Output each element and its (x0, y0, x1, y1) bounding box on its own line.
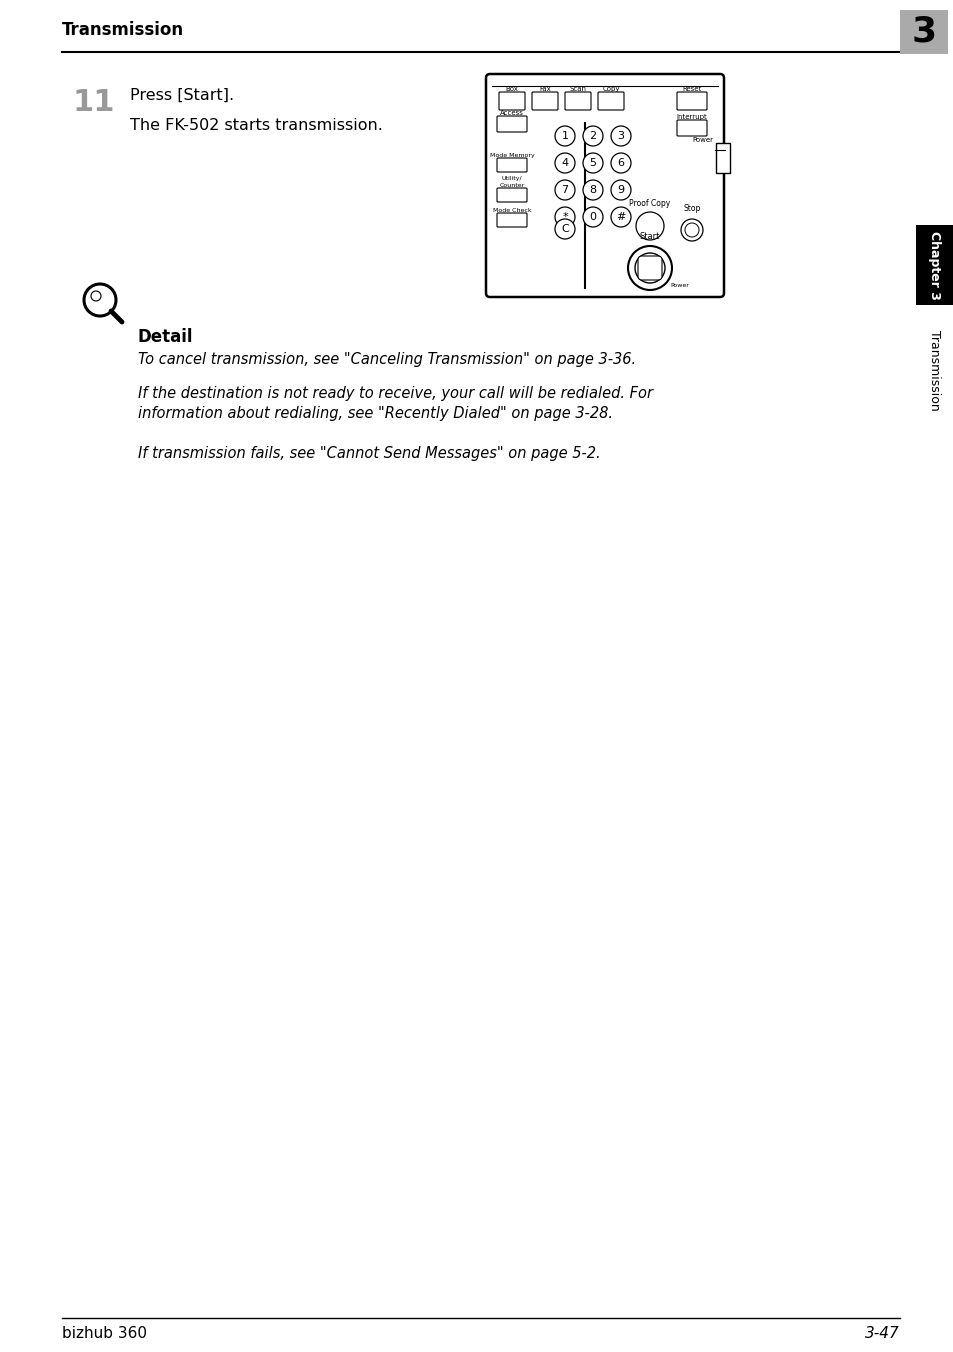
Text: Interrupt: Interrupt (676, 114, 706, 120)
FancyBboxPatch shape (598, 92, 623, 110)
Text: 7: 7 (561, 185, 568, 195)
Text: 8: 8 (589, 185, 596, 195)
Text: Access: Access (499, 110, 523, 116)
Text: Transmission: Transmission (927, 330, 941, 411)
Text: 3-47: 3-47 (864, 1325, 899, 1340)
Text: Counter: Counter (498, 183, 524, 188)
Text: Chapter 3: Chapter 3 (927, 231, 941, 299)
FancyBboxPatch shape (497, 214, 526, 227)
Text: Proof Copy: Proof Copy (629, 199, 670, 208)
Bar (899, 9, 947, 54)
Text: 11: 11 (72, 88, 115, 118)
Text: 9: 9 (617, 185, 624, 195)
Circle shape (610, 153, 630, 173)
FancyBboxPatch shape (497, 116, 526, 132)
Text: Stop: Stop (682, 204, 700, 214)
Text: *: * (561, 212, 567, 222)
Text: Detail: Detail (138, 329, 193, 346)
Text: 6: 6 (617, 158, 624, 168)
FancyBboxPatch shape (638, 256, 661, 280)
Circle shape (680, 219, 702, 241)
Text: Press [Start].: Press [Start]. (130, 88, 233, 103)
Circle shape (582, 153, 602, 173)
Text: Mode Check: Mode Check (492, 208, 531, 214)
Circle shape (610, 207, 630, 227)
FancyBboxPatch shape (564, 92, 590, 110)
FancyBboxPatch shape (497, 158, 526, 172)
Text: Box: Box (505, 87, 517, 92)
Circle shape (635, 253, 664, 283)
Text: 3: 3 (910, 15, 936, 49)
Text: 0: 0 (589, 212, 596, 222)
Circle shape (555, 207, 575, 227)
Text: Copy: Copy (601, 87, 619, 92)
Text: Start: Start (639, 233, 659, 241)
Bar (915, 224, 953, 306)
Text: #: # (616, 212, 625, 222)
Circle shape (555, 180, 575, 200)
Text: If transmission fails, see "Cannot Send Messages" on page 5-2.: If transmission fails, see "Cannot Send … (138, 446, 600, 461)
Text: To cancel transmission, see "Canceling Transmission" on page 3-36.: To cancel transmission, see "Canceling T… (138, 352, 636, 366)
Circle shape (582, 180, 602, 200)
Text: Scan: Scan (569, 87, 586, 92)
Bar (716, 143, 729, 173)
Text: Utility/: Utility/ (501, 176, 521, 181)
FancyBboxPatch shape (532, 92, 558, 110)
FancyBboxPatch shape (677, 120, 706, 137)
Text: 3: 3 (617, 131, 624, 141)
Text: C: C (560, 224, 568, 234)
Circle shape (582, 207, 602, 227)
Circle shape (636, 212, 663, 241)
Text: Fax: Fax (538, 87, 550, 92)
FancyBboxPatch shape (498, 92, 524, 110)
Text: Mode Memory: Mode Memory (489, 153, 534, 158)
Text: The FK-502 starts transmission.: The FK-502 starts transmission. (130, 118, 382, 132)
Circle shape (555, 219, 575, 239)
Text: bizhub 360: bizhub 360 (62, 1325, 147, 1340)
Text: 1: 1 (561, 131, 568, 141)
FancyBboxPatch shape (497, 188, 526, 201)
Circle shape (627, 246, 671, 289)
Text: 5: 5 (589, 158, 596, 168)
Text: 4: 4 (561, 158, 568, 168)
Text: Transmission: Transmission (62, 22, 184, 39)
Circle shape (84, 284, 116, 316)
Circle shape (582, 126, 602, 146)
Circle shape (555, 153, 575, 173)
Text: If the destination is not ready to receive, your call will be redialed. For: If the destination is not ready to recei… (138, 387, 652, 402)
Text: 2: 2 (589, 131, 596, 141)
Text: Power: Power (670, 283, 689, 288)
Text: Power: Power (691, 137, 712, 143)
Text: Reset: Reset (681, 87, 700, 92)
Circle shape (610, 180, 630, 200)
Text: information about redialing, see "Recently Dialed" on page 3-28.: information about redialing, see "Recent… (138, 406, 613, 420)
Circle shape (555, 126, 575, 146)
FancyBboxPatch shape (677, 92, 706, 110)
Circle shape (610, 126, 630, 146)
FancyBboxPatch shape (485, 74, 723, 297)
